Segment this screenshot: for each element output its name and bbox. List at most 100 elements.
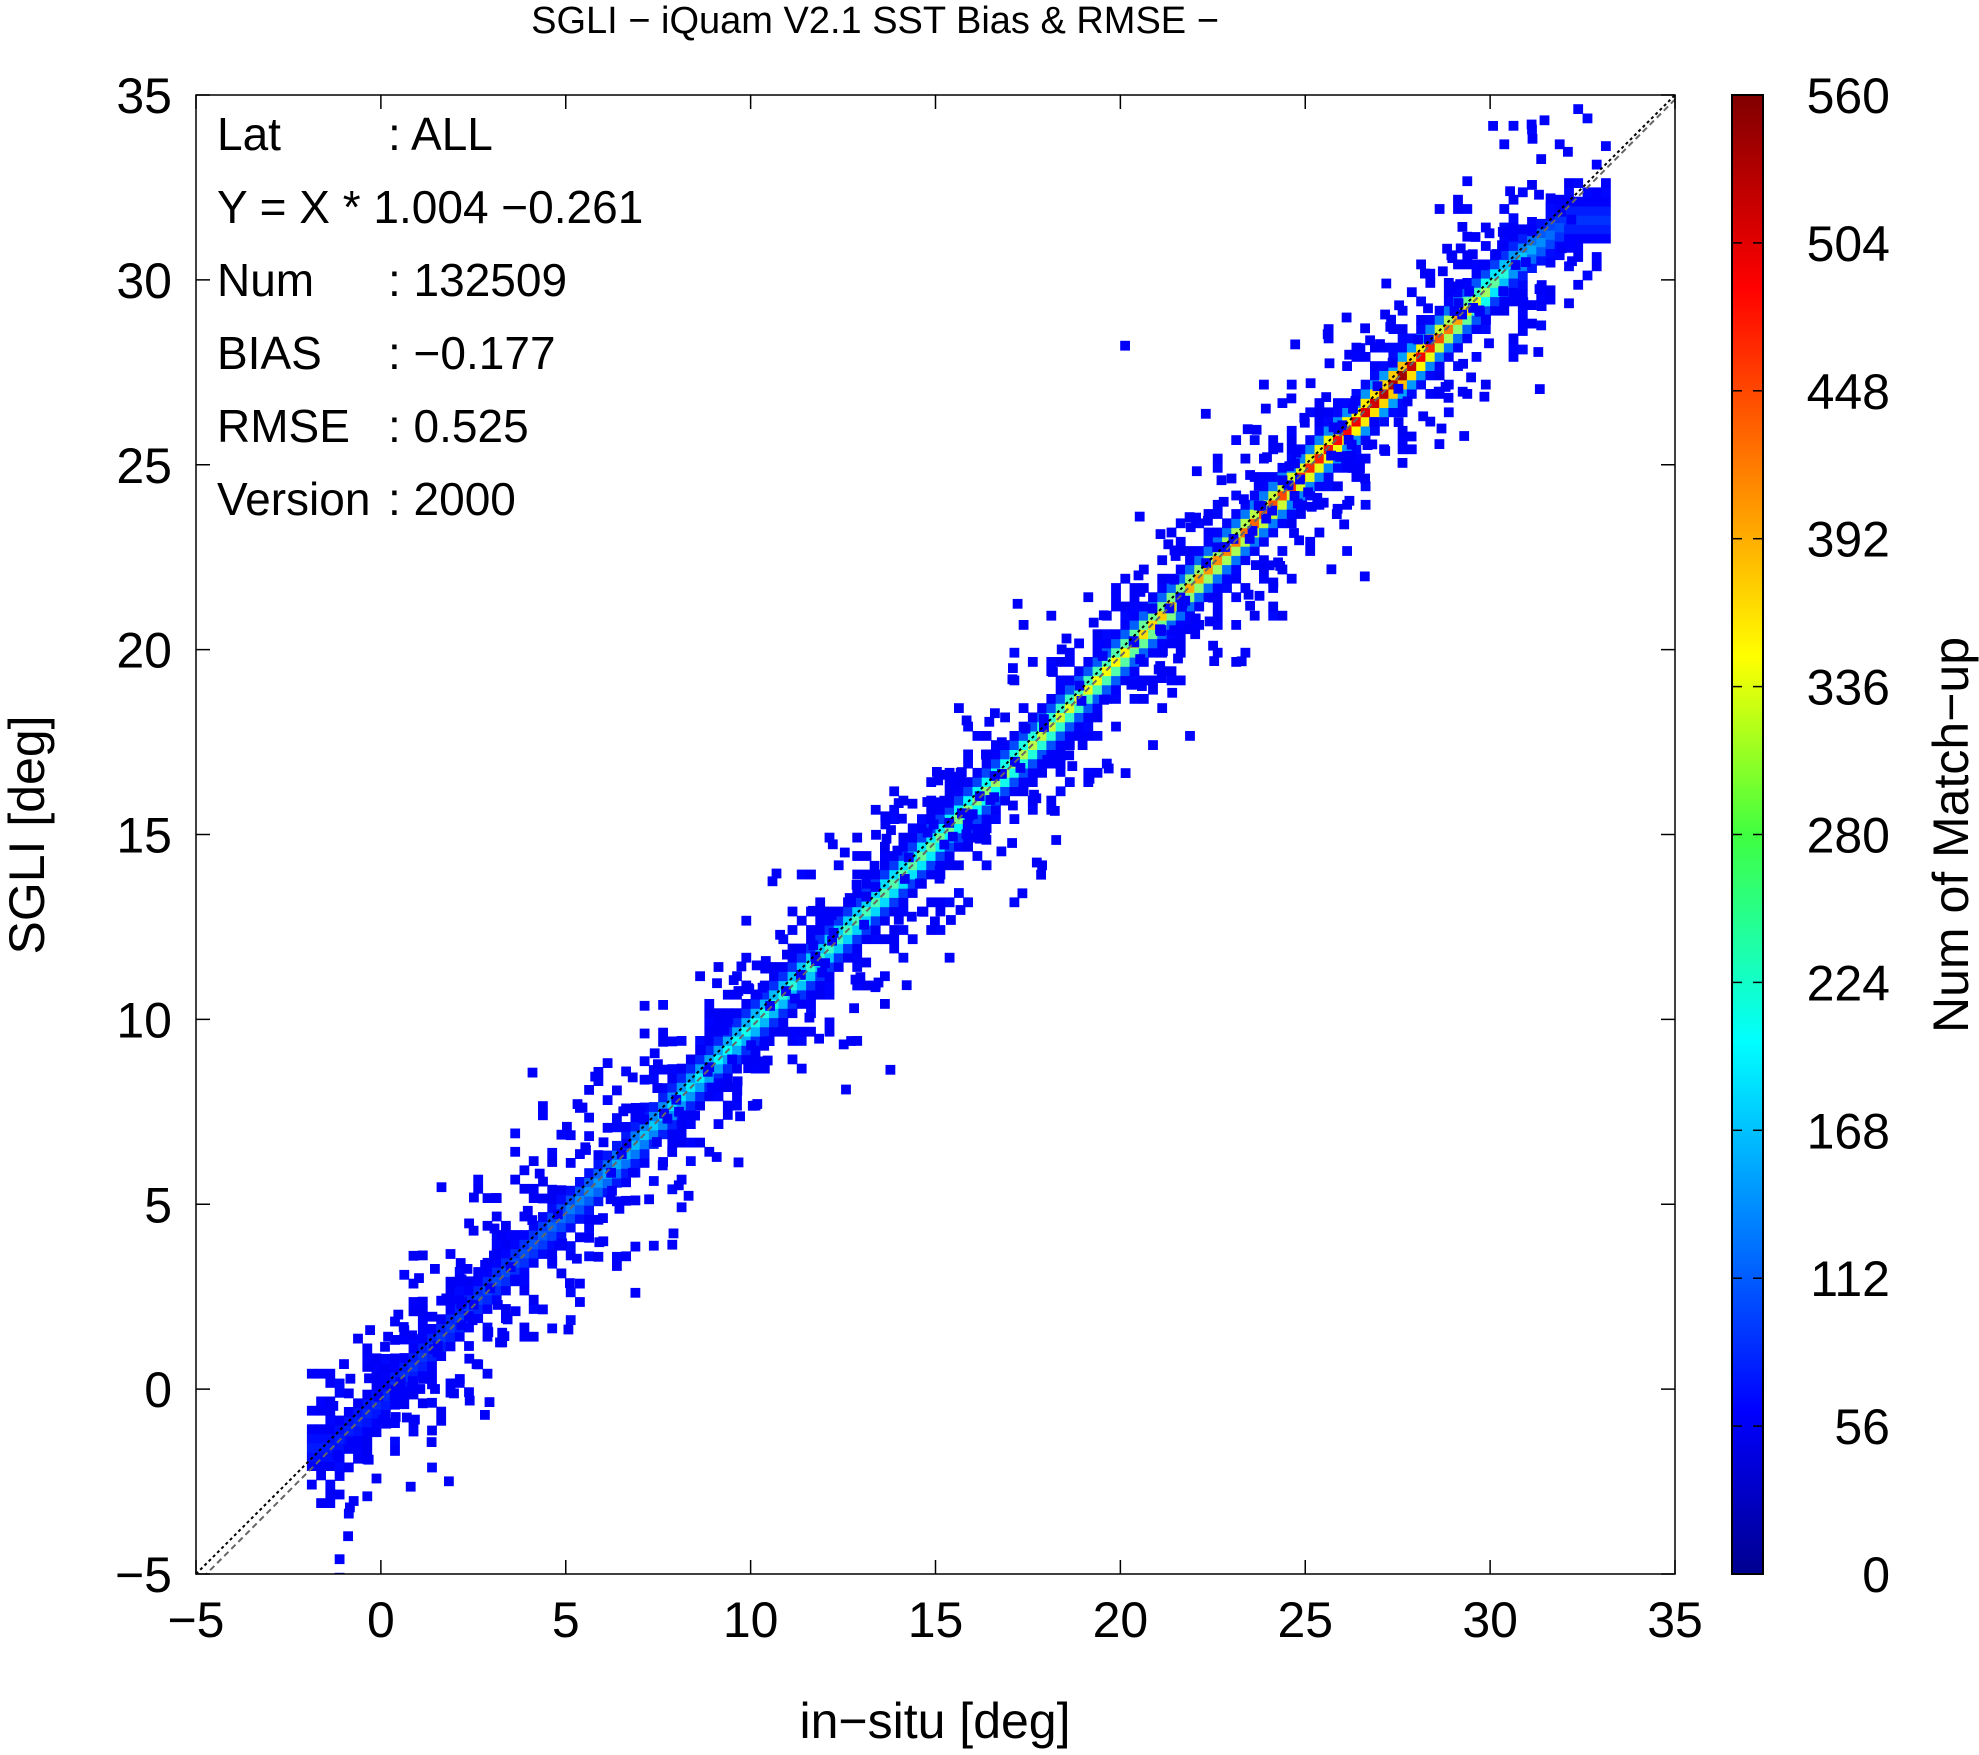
heatmap-cell: [750, 1026, 761, 1037]
heatmap-cell: [1517, 344, 1528, 355]
heatmap-cell: [1231, 657, 1242, 667]
heatmap-cell: [903, 852, 914, 863]
heatmap-cell: [1318, 497, 1329, 508]
heatmap-cell: [390, 1446, 400, 1456]
heatmap-cell: [612, 1140, 622, 1151]
heatmap-cell: [815, 925, 826, 935]
heatmap-cell: [658, 1000, 668, 1010]
x-tick-label: 5: [552, 1592, 580, 1648]
heatmap-cell: [1423, 303, 1433, 314]
heatmap-cell: [482, 1267, 493, 1277]
heatmap-cell: [1314, 425, 1325, 436]
heatmap-cell: [584, 1223, 594, 1234]
heatmap-cell: [843, 934, 853, 945]
heatmap-cell: [602, 1095, 613, 1105]
heatmap-cell: [1554, 194, 1565, 205]
heatmap-cell: [1037, 740, 1047, 750]
heatmap-cell: [1573, 178, 1584, 188]
heatmap-cell: [1249, 546, 1260, 556]
heatmap-cell: [1388, 389, 1399, 399]
heatmap-cell: [1355, 463, 1365, 474]
heatmap-cell: [1499, 305, 1510, 316]
heatmap-cell: [1381, 278, 1392, 289]
heatmap-cell: [1601, 187, 1611, 198]
heatmap-cell: [760, 963, 771, 974]
heatmap-cell: [1434, 315, 1445, 325]
heatmap-cell: [1527, 318, 1537, 329]
heatmap-cell: [1470, 232, 1481, 242]
heatmap-cell: [1226, 473, 1237, 484]
heatmap-cell: [501, 1304, 511, 1314]
heatmap-cell: [605, 1194, 616, 1205]
heatmap-cell: [1138, 601, 1149, 612]
heatmap-cell: [824, 943, 835, 954]
heatmap-cell: [1061, 633, 1072, 644]
heatmap-cell: [380, 1363, 391, 1373]
y-tick-label: 20: [116, 623, 172, 679]
heatmap-cell: [325, 1424, 336, 1435]
heatmap-cell: [1138, 694, 1149, 704]
heatmap-cell: [1157, 573, 1168, 584]
heatmap-cell: [339, 1359, 349, 1369]
heatmap-cell: [1370, 398, 1380, 408]
heatmap-layer: [306, 104, 1611, 1574]
heatmap-cell: [1443, 392, 1454, 403]
heatmap-cell: [1055, 675, 1066, 686]
heatmap-cell: [593, 1177, 604, 1188]
heatmap-cell: [1305, 472, 1316, 482]
heatmap-cell: [343, 1444, 354, 1454]
heatmap-cell: [1092, 629, 1103, 640]
heatmap-cell: [1344, 349, 1355, 360]
y-tick-label: 30: [116, 253, 172, 309]
heatmap-cell: [343, 1462, 354, 1473]
heatmap-cell: [380, 1391, 391, 1401]
heatmap-cell: [1499, 139, 1510, 150]
heatmap-cell: [1526, 119, 1537, 130]
heatmap-cell: [1101, 675, 1112, 686]
heatmap-cell: [353, 1444, 363, 1455]
heatmap-cell: [880, 851, 890, 861]
heatmap-cell: [1268, 435, 1279, 445]
heatmap-cell: [1046, 694, 1057, 704]
heatmap-cell: [796, 1036, 807, 1046]
heatmap-cell: [538, 1212, 548, 1222]
heatmap-cell: [1129, 610, 1140, 621]
heatmap-cell: [519, 1331, 530, 1342]
heatmap-cell: [1478, 260, 1489, 271]
heatmap-cell: [1305, 444, 1316, 455]
heatmap-cell: [1416, 296, 1426, 307]
heatmap-cell: [918, 906, 929, 917]
heatmap-cell: [639, 1056, 650, 1067]
heatmap-cell: [577, 1102, 588, 1113]
heatmap-cell: [1447, 253, 1458, 263]
heatmap-cell: [575, 1297, 585, 1307]
heatmap-cell: [1251, 560, 1261, 570]
heatmap-cell: [538, 1249, 548, 1259]
heatmap-cell: [1527, 254, 1537, 264]
heatmap-cell: [1517, 187, 1528, 198]
heatmap-cell: [713, 1073, 724, 1083]
heatmap-cell: [1536, 228, 1547, 238]
heatmap-cell: [1042, 755, 1053, 765]
heatmap-cell: [1046, 740, 1057, 750]
heatmap-cell: [981, 731, 992, 741]
heatmap-cell: [1425, 361, 1436, 371]
heatmap-cell: [1259, 527, 1269, 538]
heatmap-cell: [996, 846, 1007, 857]
heatmap-cell: [935, 906, 946, 917]
heatmap-cell: [861, 869, 872, 880]
heatmap-cell: [528, 1193, 539, 1203]
heatmap-cell: [454, 1267, 465, 1277]
heatmap-cell: [1314, 453, 1325, 464]
heatmap-cell: [787, 1008, 798, 1019]
heatmap-cell: [1098, 610, 1109, 621]
heatmap-cell: [1166, 527, 1177, 538]
heatmap-cell: [1212, 453, 1223, 464]
heatmap-cell: [612, 1177, 622, 1188]
heatmap-cell: [1397, 398, 1408, 408]
heatmap-cell: [685, 1073, 696, 1083]
heatmap-cell: [1249, 509, 1260, 519]
heatmap-cell: [974, 833, 985, 844]
heatmap-cell: [954, 860, 964, 871]
heatmap-cell: [1397, 435, 1408, 445]
